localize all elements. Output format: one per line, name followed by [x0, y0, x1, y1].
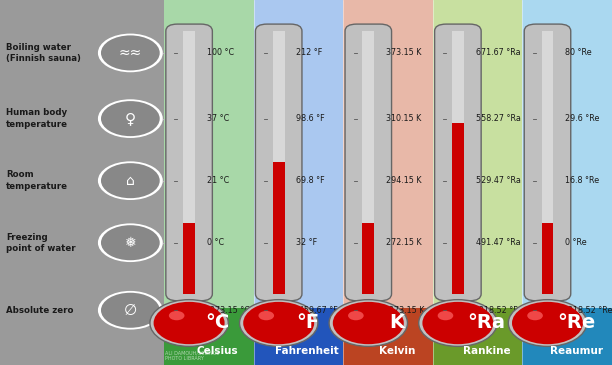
Text: 491.47 °Ra: 491.47 °Ra [476, 238, 520, 247]
Text: 100 °C: 100 °C [207, 49, 234, 57]
FancyBboxPatch shape [273, 162, 285, 294]
Text: 0 °C: 0 °C [207, 238, 224, 247]
Text: -273.15 K: -273.15 K [386, 306, 424, 315]
Text: 671.67 °Ra: 671.67 °Ra [476, 49, 520, 57]
FancyBboxPatch shape [433, 308, 523, 365]
Text: -273.15 °C: -273.15 °C [207, 306, 250, 315]
Text: K: K [389, 313, 405, 333]
Text: 98.6 °F: 98.6 °F [296, 114, 325, 123]
Text: Celsius: Celsius [197, 346, 239, 356]
Circle shape [333, 302, 404, 344]
FancyBboxPatch shape [164, 308, 253, 365]
Circle shape [98, 291, 163, 330]
Circle shape [154, 302, 225, 344]
FancyBboxPatch shape [255, 24, 302, 301]
Circle shape [98, 34, 163, 72]
FancyBboxPatch shape [452, 31, 464, 123]
Circle shape [98, 161, 163, 200]
Text: Boiling water
(Finnish sauna): Boiling water (Finnish sauna) [6, 43, 81, 63]
Circle shape [101, 163, 160, 198]
FancyBboxPatch shape [362, 31, 375, 223]
Text: °F: °F [296, 313, 319, 333]
Circle shape [101, 101, 160, 136]
Text: Room
temperature: Room temperature [6, 170, 68, 191]
Text: Absolute zero: Absolute zero [6, 306, 73, 315]
FancyBboxPatch shape [0, 0, 164, 365]
Text: ❅: ❅ [125, 236, 136, 250]
Text: Fahrenheit: Fahrenheit [275, 346, 339, 356]
FancyBboxPatch shape [183, 223, 195, 294]
Text: 529.47 °Ra: 529.47 °Ra [476, 176, 521, 185]
FancyBboxPatch shape [433, 0, 523, 308]
Text: 212 °F: 212 °F [296, 49, 323, 57]
Text: 294.15 K: 294.15 K [386, 176, 422, 185]
Circle shape [98, 99, 163, 138]
Circle shape [348, 311, 364, 320]
Circle shape [243, 302, 314, 344]
Text: -218.52 °Re: -218.52 °Re [565, 306, 612, 315]
FancyBboxPatch shape [362, 223, 375, 294]
Circle shape [258, 311, 274, 320]
Circle shape [419, 300, 497, 346]
Circle shape [239, 300, 318, 346]
FancyBboxPatch shape [164, 0, 253, 308]
FancyBboxPatch shape [343, 0, 433, 308]
Text: °C: °C [206, 313, 230, 333]
Text: ≈≈: ≈≈ [119, 46, 142, 60]
Text: 0 °Re: 0 °Re [565, 238, 587, 247]
Text: 310.15 K: 310.15 K [386, 114, 421, 123]
Text: Rankine: Rankine [463, 346, 510, 356]
Circle shape [528, 311, 543, 320]
Circle shape [169, 311, 184, 320]
Text: 373.15 K: 373.15 K [386, 49, 422, 57]
Text: 29.6 °Re: 29.6 °Re [565, 114, 600, 123]
Text: ALI DAMOUH/SCIENCE
PHOTO LIBRARY: ALI DAMOUH/SCIENCE PHOTO LIBRARY [165, 350, 220, 361]
Circle shape [509, 300, 587, 346]
Text: ∅: ∅ [124, 303, 137, 318]
FancyBboxPatch shape [542, 223, 553, 294]
Text: 69.8 °F: 69.8 °F [296, 176, 325, 185]
Text: Human body
temperature: Human body temperature [6, 108, 68, 129]
Text: Kelvin: Kelvin [379, 346, 415, 356]
Text: 272.15 K: 272.15 K [386, 238, 422, 247]
Text: ♀: ♀ [125, 111, 136, 126]
Text: 32 °F: 32 °F [296, 238, 318, 247]
Circle shape [98, 223, 163, 262]
Text: -218.52 °Ra: -218.52 °Ra [476, 306, 523, 315]
Circle shape [101, 293, 160, 328]
FancyBboxPatch shape [435, 24, 481, 301]
FancyBboxPatch shape [343, 308, 433, 365]
Text: -459.67 °F: -459.67 °F [296, 306, 338, 315]
Circle shape [422, 302, 493, 344]
FancyBboxPatch shape [542, 31, 553, 223]
FancyBboxPatch shape [166, 24, 212, 301]
Circle shape [101, 35, 160, 70]
Text: °Ra: °Ra [468, 313, 506, 333]
Circle shape [329, 300, 408, 346]
Circle shape [150, 300, 228, 346]
FancyBboxPatch shape [273, 31, 285, 162]
Text: °Re: °Re [557, 313, 595, 333]
FancyBboxPatch shape [524, 24, 571, 301]
FancyBboxPatch shape [253, 308, 343, 365]
Text: Reaumur: Reaumur [550, 346, 603, 356]
Text: 80 °Re: 80 °Re [565, 49, 592, 57]
Text: ⌂: ⌂ [126, 174, 135, 188]
Text: 16.8 °Re: 16.8 °Re [565, 176, 599, 185]
Text: 37 °C: 37 °C [207, 114, 229, 123]
FancyBboxPatch shape [345, 24, 392, 301]
Circle shape [438, 311, 453, 320]
FancyBboxPatch shape [183, 31, 195, 223]
FancyBboxPatch shape [523, 308, 612, 365]
Circle shape [512, 302, 583, 344]
Text: 558.27 °Ra: 558.27 °Ra [476, 114, 521, 123]
FancyBboxPatch shape [452, 123, 464, 294]
FancyBboxPatch shape [523, 0, 612, 308]
Text: Freezing
point of water: Freezing point of water [6, 233, 76, 253]
Text: 21 °C: 21 °C [207, 176, 229, 185]
Circle shape [101, 225, 160, 260]
FancyBboxPatch shape [253, 0, 343, 308]
